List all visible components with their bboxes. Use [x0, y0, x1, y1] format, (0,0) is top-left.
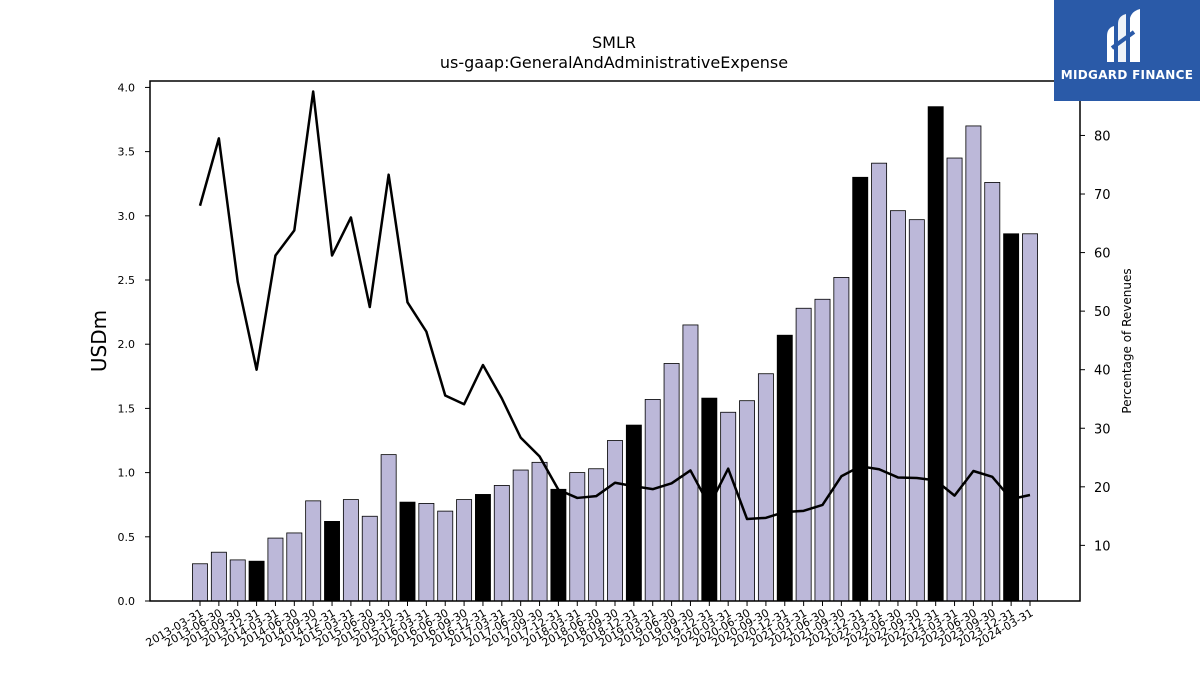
bar — [192, 563, 208, 602]
bar — [1003, 233, 1020, 602]
bar — [644, 399, 661, 602]
y2-tick-label: 30 — [1094, 422, 1111, 437]
bar — [607, 440, 623, 602]
y-axis: 0.0 0.5 1.0 1.5 2.0 2.5 3.0 3.5 4.0 — [118, 81, 150, 608]
y-axis-label: USDm — [87, 310, 111, 372]
bar — [625, 424, 642, 602]
bar — [946, 157, 963, 602]
bar — [305, 500, 322, 602]
bar — [757, 373, 774, 602]
bar — [493, 485, 510, 602]
bar — [682, 324, 699, 602]
y2-tick-label: 80 — [1094, 129, 1111, 144]
y2-tick-label: 70 — [1094, 188, 1111, 203]
bar — [569, 472, 586, 602]
line-series — [198, 90, 1031, 521]
chart-subtitle: us-gaap:GeneralAndAdministrativeExpense — [440, 53, 788, 72]
y2-axis-label: Percentage of Revenues — [1120, 268, 1134, 413]
x-axis: 2013-03-312013-06-302013-09-302013-12-31… — [144, 601, 1036, 650]
y2-tick-label: 10 — [1094, 539, 1111, 554]
bar — [701, 397, 718, 602]
bar — [1022, 233, 1038, 602]
bar — [965, 125, 982, 602]
bar — [890, 210, 906, 602]
bar — [908, 219, 925, 602]
y-tick-label: 1.0 — [118, 467, 136, 480]
bar — [833, 277, 850, 602]
y2-tick-label: 40 — [1094, 364, 1111, 379]
midgard-mark-icon — [1107, 9, 1140, 62]
y2-tick-label: 50 — [1094, 305, 1111, 320]
y-tick-label: 1.5 — [118, 402, 136, 415]
bar — [361, 515, 378, 602]
bar — [418, 503, 435, 602]
bar — [324, 521, 340, 602]
bar — [720, 411, 737, 602]
y-tick-label: 2.0 — [118, 338, 136, 351]
bar — [342, 499, 359, 602]
bar — [550, 488, 567, 602]
bar — [871, 162, 888, 602]
brand-logo: MIDGARD FINANCE — [1054, 0, 1200, 101]
bar — [456, 499, 473, 602]
bar — [286, 532, 303, 602]
bar — [852, 176, 869, 602]
chart-title: SMLR — [592, 33, 636, 52]
bar — [380, 454, 397, 602]
y2-tick-label: 60 — [1094, 247, 1111, 262]
y-tick-label: 2.5 — [118, 274, 136, 287]
bar — [776, 334, 793, 602]
y-tick-label: 4.0 — [118, 81, 136, 94]
bar — [531, 461, 548, 602]
y-tick-label: 0.5 — [118, 531, 136, 544]
bar — [739, 400, 755, 602]
brand-logo-text: MIDGARD FINANCE — [1060, 68, 1194, 82]
bar — [437, 510, 454, 602]
bar — [588, 468, 605, 602]
bar — [984, 182, 1001, 602]
bar — [475, 494, 491, 602]
bar — [512, 469, 529, 602]
y2-tick-label: 20 — [1094, 481, 1111, 496]
bar — [795, 307, 812, 602]
bar — [267, 537, 284, 602]
bar — [248, 560, 265, 602]
bar — [814, 298, 831, 602]
y-tick-label: 3.0 — [118, 210, 136, 223]
bar — [210, 551, 227, 602]
bar — [927, 106, 944, 602]
bar — [229, 559, 246, 602]
y2-axis: 10 20 30 40 50 60 70 80 — [1080, 129, 1111, 554]
y-tick-label: 3.5 — [118, 146, 136, 159]
y-tick-label: 0.0 — [118, 595, 136, 608]
bar-series — [192, 106, 1038, 602]
percentage-line — [198, 90, 1031, 521]
bar — [399, 501, 416, 602]
